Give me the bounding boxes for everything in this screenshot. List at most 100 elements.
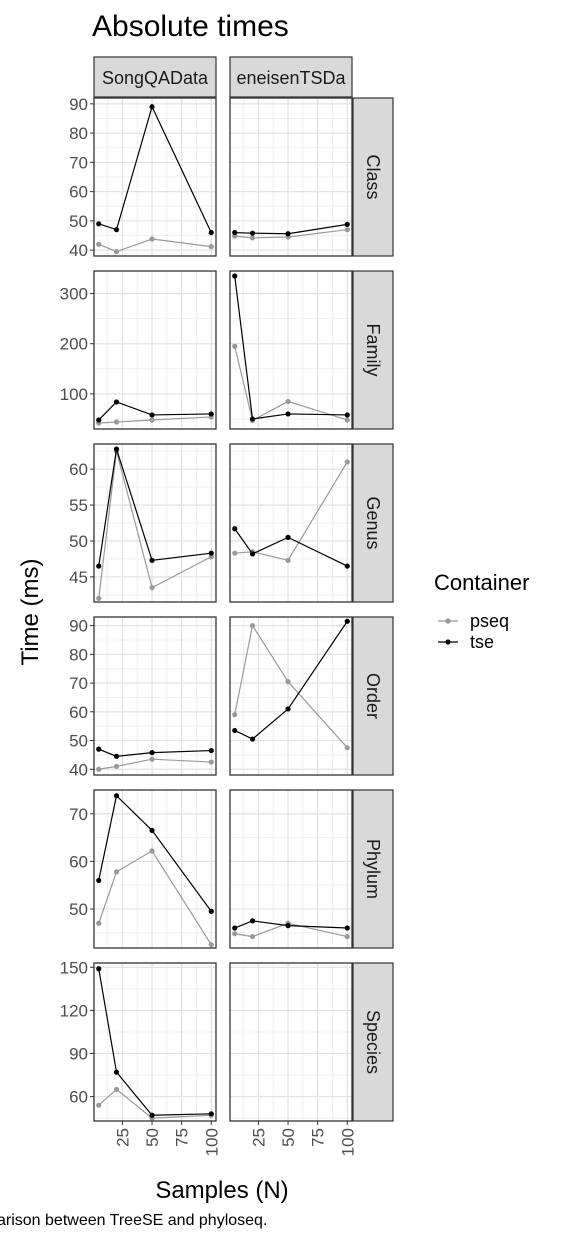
data-point-tse [149, 1113, 154, 1118]
panel [230, 617, 352, 775]
data-point-tse [209, 909, 214, 914]
y-tick-label: 80 [69, 645, 88, 664]
data-point-tse [114, 1070, 119, 1075]
y-tick-label: 50 [69, 532, 88, 551]
data-point-pseq [96, 596, 101, 601]
x-tick-label: 75 [173, 1128, 192, 1147]
y-tick-label: 90 [69, 1044, 88, 1063]
y-tick-label: 150 [60, 958, 88, 977]
y-tick-label: 60 [69, 1088, 88, 1107]
row-strip-label: Class [363, 154, 383, 199]
data-point-pseq [209, 759, 214, 764]
y-tick-label: 60 [69, 703, 88, 722]
y-tick-label: 60 [69, 460, 88, 479]
data-point-pseq [149, 417, 154, 422]
panel [230, 963, 352, 1121]
data-point-pseq [232, 712, 237, 717]
data-point-tse [114, 793, 119, 798]
row-strip-label: Species [363, 1010, 383, 1074]
data-point-tse [285, 706, 290, 711]
y-tick-label: 300 [60, 285, 88, 304]
data-point-tse [209, 411, 214, 416]
data-point-tse [209, 551, 214, 556]
col-strip-label: eneisenTSDa [236, 68, 346, 88]
data-point-pseq [345, 459, 350, 464]
chart-title: Absolute times [92, 10, 289, 43]
data-point-pseq [209, 942, 214, 947]
x-tick-label: 25 [113, 1128, 132, 1147]
y-tick-label: 55 [69, 496, 88, 515]
data-point-pseq [114, 419, 119, 424]
data-point-tse [96, 417, 101, 422]
data-point-tse [232, 728, 237, 733]
data-point-pseq [149, 848, 154, 853]
data-point-tse [345, 619, 350, 624]
data-point-tse [232, 925, 237, 930]
plot-area: SongQAData eneisenTSDa Class 40 50 60 70 80 90 Fa… [60, 57, 393, 1156]
y-tick-label: 200 [60, 335, 88, 354]
data-point-tse [149, 104, 154, 109]
data-point-tse [209, 1111, 214, 1116]
data-point-pseq [114, 1087, 119, 1092]
row-strip-label: Phylum [363, 839, 383, 899]
x-tick-label: 25 [249, 1128, 268, 1147]
row-strip-label: Family [363, 324, 383, 377]
y-tick-label: 50 [69, 732, 88, 751]
data-point-tse [345, 563, 350, 568]
data-point-tse [285, 923, 290, 928]
data-point-pseq [250, 934, 255, 939]
data-point-pseq [285, 558, 290, 563]
data-point-pseq [209, 244, 214, 249]
x-tick-label: 50 [143, 1128, 162, 1147]
data-point-tse [96, 563, 101, 568]
y-tick-label: 40 [69, 760, 88, 779]
col-strip: eneisenTSDa [230, 57, 352, 97]
data-point-tse [232, 230, 237, 235]
y-tick-label: 90 [69, 617, 88, 636]
row-strip-label: Genus [363, 496, 383, 549]
data-point-tse [114, 399, 119, 404]
data-point-tse [114, 754, 119, 759]
data-point-pseq [96, 242, 101, 247]
legend-title: Container [434, 570, 529, 595]
x-tick-label: 100 [338, 1128, 357, 1156]
legend-key-point [445, 639, 450, 644]
panel [94, 444, 216, 602]
data-point-pseq [96, 767, 101, 772]
col-strip: SongQAData [94, 57, 216, 97]
data-point-pseq [114, 249, 119, 254]
row-strip: Species [353, 963, 393, 1121]
row-strip: Family [353, 271, 393, 429]
data-point-pseq [250, 235, 255, 240]
data-point-tse [96, 747, 101, 752]
data-point-tse [149, 412, 154, 417]
panel-bg [94, 963, 216, 1121]
data-point-tse [209, 748, 214, 753]
panel [94, 271, 216, 429]
data-point-tse [149, 828, 154, 833]
data-point-tse [285, 535, 290, 540]
panel-bg [230, 963, 352, 1121]
panel [94, 790, 216, 948]
data-point-tse [250, 736, 255, 741]
panel [230, 444, 352, 602]
y-tick-label: 70 [69, 805, 88, 824]
data-point-pseq [114, 764, 119, 769]
x-axis-label: Samples (N) [155, 1177, 288, 1204]
row-strip-label: Order [363, 673, 383, 719]
x-tick-label: 100 [202, 1128, 221, 1156]
row-strip: Order [353, 617, 393, 775]
y-tick-label: 80 [69, 124, 88, 143]
data-point-pseq [149, 236, 154, 241]
data-point-tse [232, 526, 237, 531]
data-point-tse [345, 925, 350, 930]
data-point-pseq [285, 679, 290, 684]
panel [230, 98, 352, 256]
data-point-pseq [250, 623, 255, 628]
data-point-tse [114, 446, 119, 451]
figure-caption: arison between TreeSE and phyloseq. [0, 1212, 267, 1230]
legend-label-tse: tse [470, 632, 494, 652]
panel [230, 790, 352, 948]
data-point-pseq [96, 921, 101, 926]
data-point-tse [250, 551, 255, 556]
